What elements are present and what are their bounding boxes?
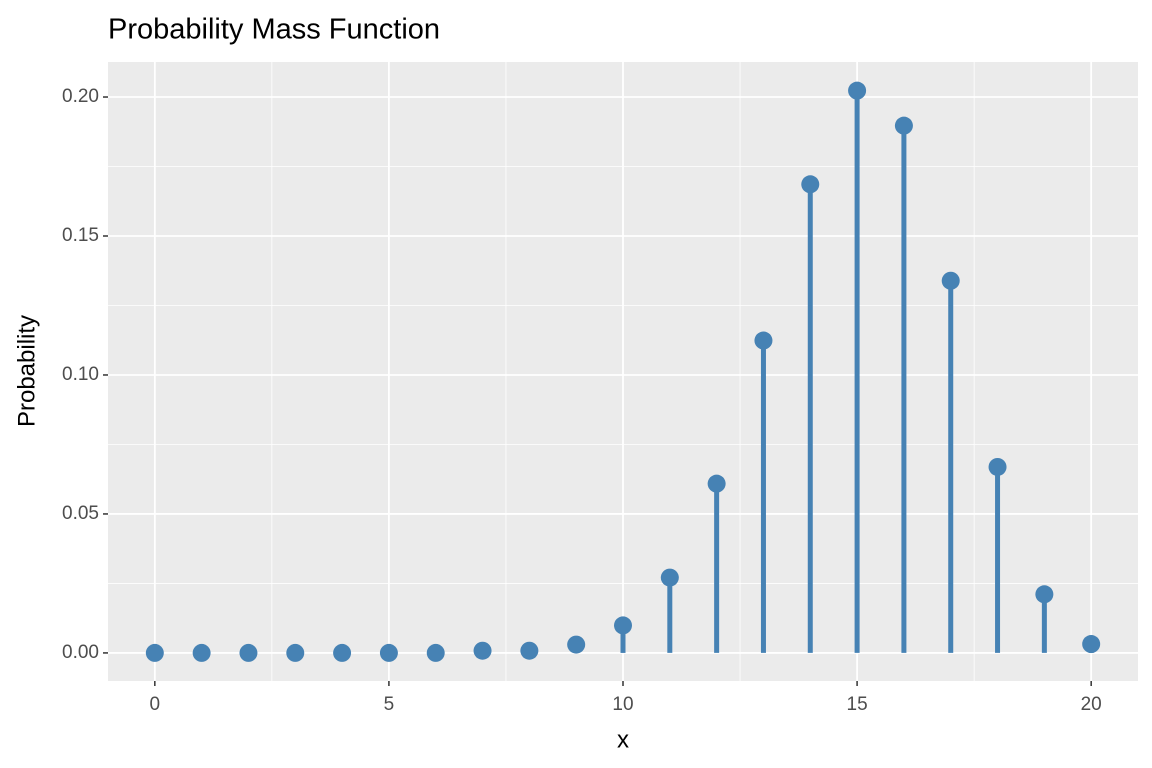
point [145, 643, 164, 662]
point [1082, 635, 1101, 654]
point [473, 641, 492, 660]
x-tick-label: 0 [150, 694, 161, 715]
point [660, 568, 679, 587]
y-tick-label: 0.05 [62, 503, 99, 524]
point [286, 643, 305, 662]
x-axis-title: x [617, 726, 629, 753]
point [707, 474, 726, 493]
x-tick-label: 5 [384, 694, 395, 715]
y-tick-label: 0.15 [62, 225, 99, 246]
point [848, 81, 867, 100]
point [333, 643, 352, 662]
y-axis-title: Probability [13, 315, 40, 427]
y-tick-label: 0.10 [62, 364, 99, 385]
point [894, 116, 913, 135]
y-tick-label: 0.00 [62, 642, 99, 663]
x-tick-label: 15 [847, 694, 868, 715]
point [1035, 585, 1054, 604]
point [988, 457, 1007, 476]
point [379, 643, 398, 662]
point [426, 643, 445, 662]
point [192, 643, 211, 662]
point [801, 175, 820, 194]
x-tick-label: 20 [1081, 694, 1102, 715]
y-tick-label: 0.20 [62, 86, 99, 107]
point [941, 271, 960, 290]
x-tick-label: 10 [612, 694, 633, 715]
point [754, 331, 773, 350]
point [614, 616, 632, 635]
chart-title: Probability Mass Function [108, 14, 440, 46]
point [520, 641, 539, 660]
point [567, 635, 586, 654]
point [239, 643, 258, 662]
